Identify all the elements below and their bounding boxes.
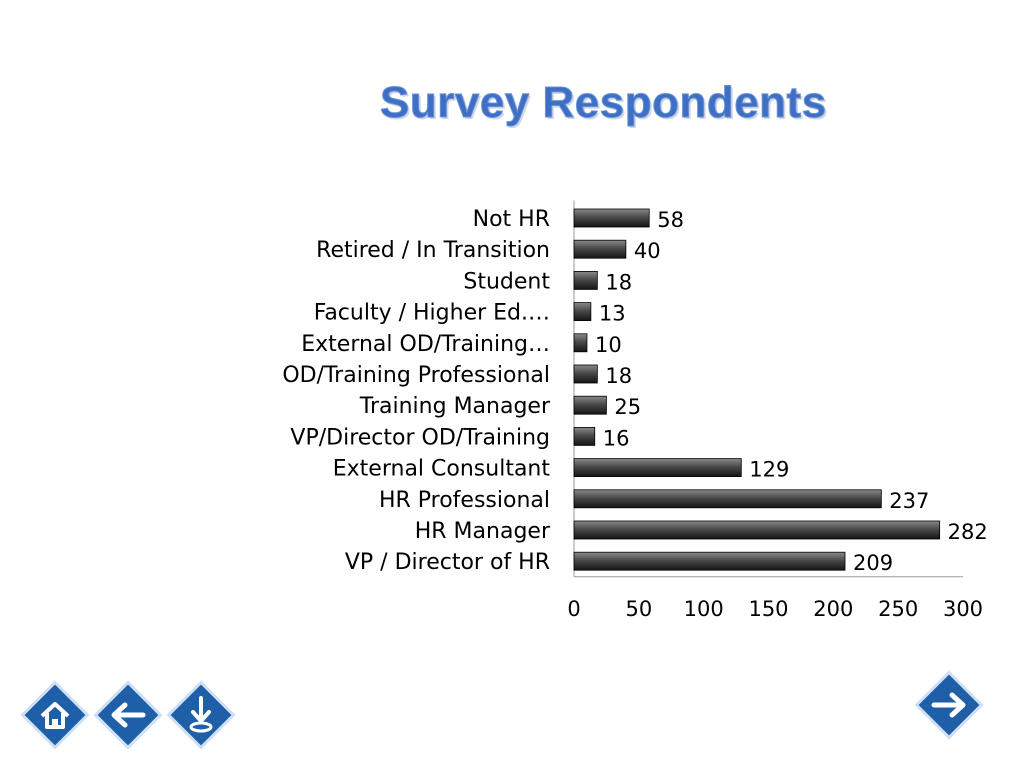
data-label: 13 — [599, 302, 626, 326]
category-label: HR Manager — [415, 519, 551, 544]
bar — [573, 208, 650, 228]
bar — [573, 333, 588, 353]
category-label: OD/Training Professional — [282, 363, 550, 388]
data-label: 209 — [853, 551, 893, 575]
bar — [573, 364, 598, 384]
home-icon — [20, 680, 90, 750]
category-label: Student — [463, 269, 550, 294]
category-label: VP / Director of HR — [345, 550, 550, 575]
category-label: VP/Director OD/Training — [290, 425, 550, 450]
category-label: External OD/Training… — [301, 332, 550, 357]
data-label: 40 — [634, 239, 661, 263]
download-button[interactable] — [166, 680, 236, 750]
x-tick-label: 100 — [684, 597, 724, 621]
data-label: 58 — [657, 208, 684, 232]
next-button[interactable] — [914, 670, 984, 740]
data-label: 10 — [595, 333, 622, 357]
arrow-left-icon — [93, 680, 163, 750]
data-label: 18 — [605, 364, 632, 388]
bar — [573, 551, 846, 571]
category-label: HR Professional — [379, 488, 550, 513]
category-label: Retired / In Transition — [316, 238, 550, 263]
x-tick-label: 150 — [748, 597, 788, 621]
category-label: External Consultant — [333, 457, 551, 482]
category-label: Not HR — [473, 207, 550, 232]
data-label: 237 — [889, 489, 929, 513]
data-label: 25 — [614, 395, 641, 419]
bar — [573, 458, 742, 478]
home-button[interactable] — [20, 680, 90, 750]
data-label: 18 — [605, 270, 632, 294]
x-tick-label: 0 — [567, 597, 580, 621]
bar — [573, 395, 607, 415]
data-label: 129 — [749, 458, 789, 482]
x-tick-label: 200 — [813, 597, 853, 621]
page-title: Survey Respondents — [380, 78, 827, 128]
data-label: 16 — [603, 426, 630, 450]
x-tick-label: 50 — [625, 597, 652, 621]
bar — [573, 270, 598, 290]
data-label: 282 — [948, 520, 988, 544]
arrow-right-icon — [914, 670, 984, 740]
category-label: Faculty / Higher Ed.… — [314, 301, 550, 326]
download-icon — [166, 680, 236, 750]
bar — [573, 302, 592, 322]
bar — [573, 239, 627, 259]
bar — [573, 426, 596, 446]
bar — [573, 489, 882, 509]
bar — [573, 520, 941, 540]
x-tick-label: 300 — [943, 597, 983, 621]
category-label: Training Manager — [359, 394, 551, 419]
x-tick-label: 250 — [878, 597, 918, 621]
back-button[interactable] — [93, 680, 163, 750]
